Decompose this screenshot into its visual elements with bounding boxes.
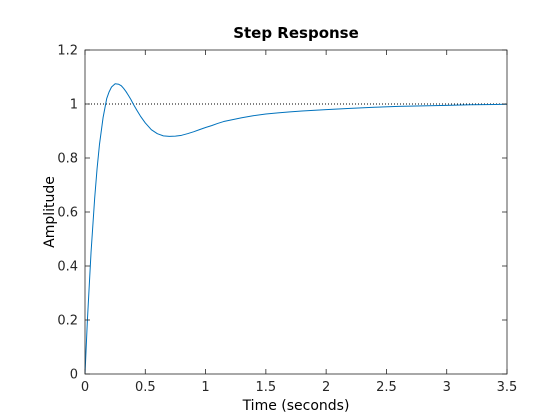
x-tick-label: 2 <box>322 380 330 395</box>
x-tick-label: 0.5 <box>135 380 156 395</box>
x-tick-label: 3.5 <box>497 380 518 395</box>
y-tick-label: 1.2 <box>57 44 78 59</box>
plot-area <box>85 50 507 374</box>
y-tick-label: 0.8 <box>57 152 78 167</box>
y-tick-label: 1 <box>70 98 78 113</box>
y-tick-label: 0.6 <box>57 206 78 221</box>
y-axis-label: Amplitude <box>42 176 58 248</box>
y-tick-label: 0.4 <box>57 260 78 275</box>
x-axis-label: Time (seconds) <box>242 398 350 414</box>
x-tick-label: 3 <box>443 380 451 395</box>
x-tick-label: 0 <box>81 380 89 395</box>
chart-title: Step Response <box>233 24 359 42</box>
y-tick-label: 0.2 <box>57 314 78 329</box>
y-tick-label: 0 <box>70 368 78 383</box>
x-tick-label: 1.5 <box>256 380 277 395</box>
step-response-line <box>84 83 508 375</box>
y-axis: 0 0.2 0.4 0.6 0.8 1 1.2 <box>57 44 507 383</box>
x-tick-label: 2.5 <box>376 380 397 395</box>
x-axis: 0 0.5 1 1.5 2 2.5 3 3.5 <box>81 50 517 395</box>
series-layer <box>84 83 508 375</box>
x-tick-label: 1 <box>201 380 209 395</box>
